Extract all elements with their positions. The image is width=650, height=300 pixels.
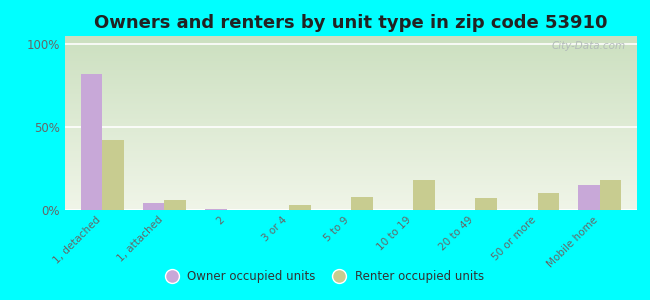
Bar (600, 180, 621, 210)
Bar (578, 185, 600, 210)
Bar (143, 203, 164, 210)
Bar (81, 74, 102, 210)
Bar (289, 205, 311, 210)
Bar (538, 194, 559, 210)
Bar (351, 197, 372, 210)
Text: City-Data.com: City-Data.com (551, 41, 625, 51)
Bar (205, 209, 227, 210)
Bar (413, 180, 435, 210)
Bar (164, 200, 187, 210)
Bar (102, 140, 124, 210)
Bar (475, 198, 497, 210)
Title: Owners and renters by unit type in zip code 53910: Owners and renters by unit type in zip c… (94, 14, 608, 32)
Legend: Owner occupied units, Renter occupied units: Owner occupied units, Renter occupied un… (161, 266, 489, 288)
